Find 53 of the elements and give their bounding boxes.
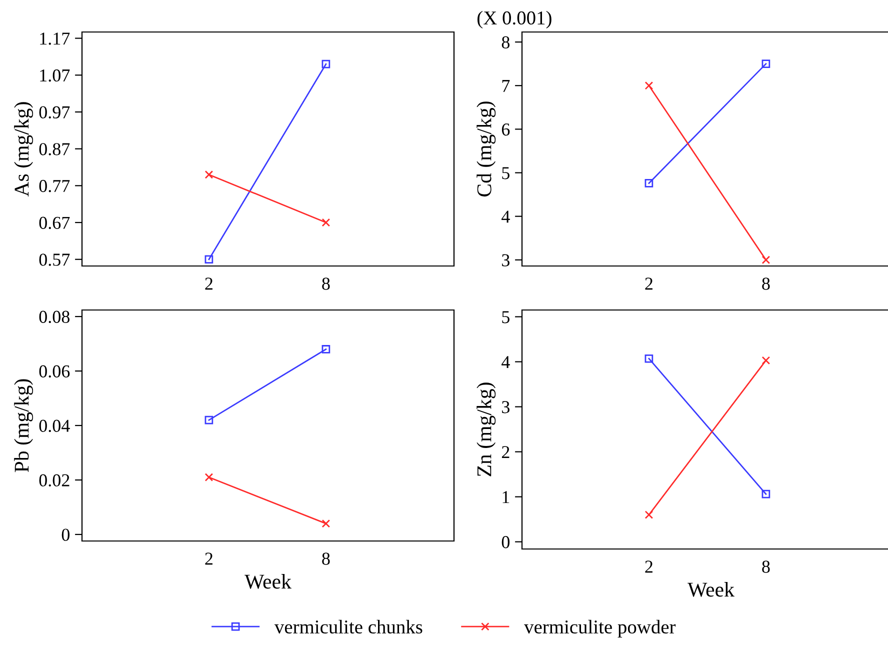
point — [204, 170, 214, 179]
point — [204, 255, 214, 264]
point — [204, 473, 214, 482]
y-tick-label: 0.06 — [39, 365, 70, 378]
y-tick-label: 6 — [502, 123, 510, 136]
y-tick-label: 0.77 — [39, 180, 70, 192]
y-tick-label: 0.87 — [39, 143, 70, 156]
x-tick-label: 8 — [322, 278, 330, 290]
point — [204, 416, 214, 424]
legend-label: vermiculite powder — [524, 620, 676, 638]
y-tick-label: 5 — [502, 167, 510, 180]
y-tick-label: 3 — [502, 401, 510, 414]
x-axis-title: Week — [688, 582, 734, 597]
point — [644, 354, 654, 363]
y-tick-label: 3 — [502, 254, 510, 266]
y-tick-label: 5 — [502, 311, 510, 324]
y-tick-label: 0.04 — [39, 420, 70, 432]
y-tick-label: 0 — [502, 536, 510, 548]
y-axis-title: Zn (mg/kg) — [476, 382, 496, 476]
legend-label: vermiculite chunks — [274, 620, 422, 634]
y-tick-label: 0.67 — [39, 216, 70, 230]
y-tick-label: 2 — [502, 446, 510, 458]
y-tick-label: 0.97 — [39, 106, 70, 118]
point — [762, 60, 770, 68]
y-tick-label: 4 — [502, 210, 510, 223]
x-tick-label: 8 — [762, 278, 770, 290]
point — [762, 356, 770, 365]
point — [322, 345, 330, 354]
y-tick-label: 0 — [62, 528, 70, 541]
point — [322, 519, 330, 528]
y-axis-title: Cd (mg/kg) — [476, 102, 496, 196]
y-tick-label: 7 — [502, 80, 510, 92]
point — [322, 60, 330, 68]
point — [762, 490, 770, 498]
y-tick-label: 1.07 — [40, 69, 70, 82]
point — [644, 179, 654, 188]
point — [644, 81, 654, 90]
y-tick-label: 0.02 — [39, 474, 70, 486]
x-tick-label: 2 — [645, 278, 652, 290]
y-tick-label: 8 — [502, 36, 510, 48]
point — [322, 218, 330, 227]
point — [762, 256, 770, 264]
point — [644, 510, 654, 519]
text: (X 0.001) — [477, 10, 552, 28]
y-axis-title: Pb (mg/kg) — [14, 379, 34, 472]
y-tick-label: 0.57 — [39, 254, 70, 266]
y-tick-label: 0.08 — [39, 310, 70, 324]
x-axis-title: Week — [244, 574, 292, 589]
y-tick-label: 1.17 — [40, 32, 70, 45]
y-tick-label: 1 — [502, 491, 510, 504]
y-axis-title: As (mg/kg) — [14, 102, 34, 197]
x-tick-label: 2 — [205, 278, 212, 290]
y-tick-label: 4 — [502, 356, 510, 368]
